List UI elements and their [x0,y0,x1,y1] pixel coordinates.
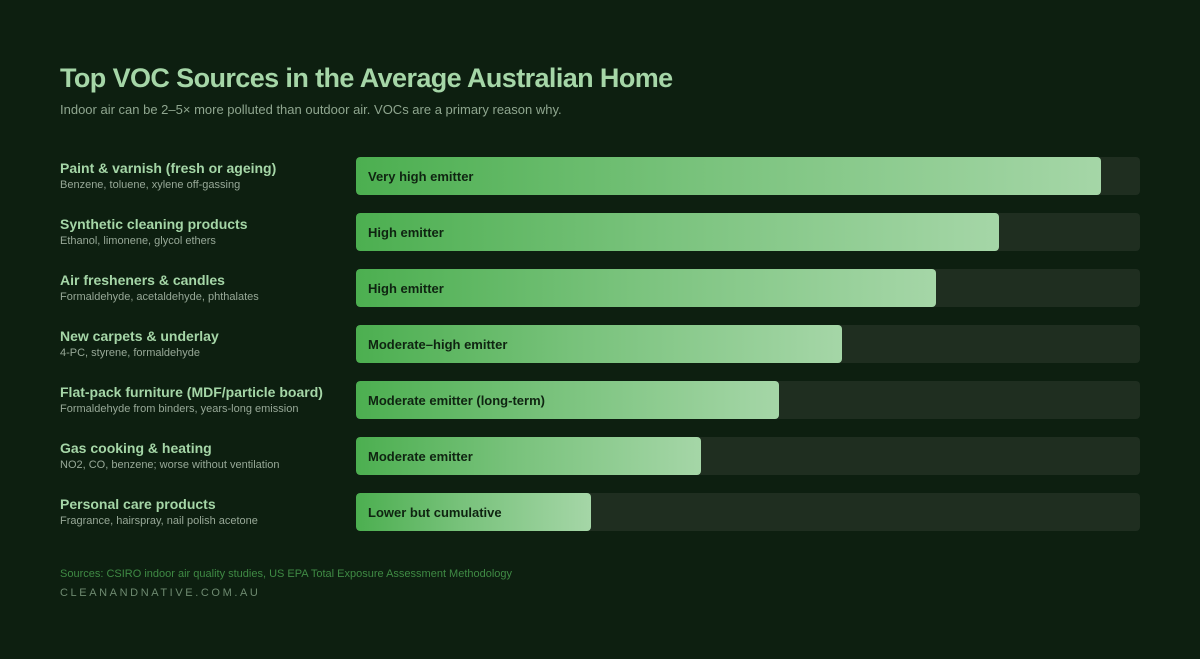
bar-fill: Moderate–high emitter [356,325,843,363]
bar-chart: Paint & varnish (fresh or ageing) Benzen… [60,157,1140,549]
bar-track: High emitter [356,213,1140,251]
bar-fill: Lower but cumulative [356,493,592,531]
bar-track: Moderate emitter [356,437,1140,475]
row-label: Paint & varnish (fresh or ageing) Benzen… [60,160,356,192]
source-detail: NO2, CO, benzene; worse without ventilat… [60,459,280,471]
source-detail: Ethanol, limonene, glycol ethers [60,235,216,247]
source-name: New carpets & underlay [60,328,219,344]
chart-row: New carpets & underlay 4-PC, styrene, fo… [60,325,1140,363]
bar-label: Moderate emitter [368,448,473,464]
row-label: Flat-pack furniture (MDF/particle board)… [60,384,356,416]
bar-track: Lower but cumulative [356,493,1140,531]
brand-url: CLEANANDNATIVE.COM.AU [60,587,261,599]
source-name: Flat-pack furniture (MDF/particle board) [60,384,323,400]
row-label: Personal care products Fragrance, hairsp… [60,496,356,528]
bar-track: Moderate emitter (long-term) [356,381,1140,419]
bar-label: Lower but cumulative [368,504,502,520]
bar-label: Very high emitter [368,168,474,184]
bar-fill: Moderate emitter (long-term) [356,381,780,419]
bar-label: High emitter [368,280,444,296]
chart-row: Gas cooking & heating NO2, CO, benzene; … [60,437,1140,475]
source-detail: Fragrance, hairspray, nail polish aceton… [60,515,258,527]
bar-label: High emitter [368,224,444,240]
bar-track: Moderate–high emitter [356,325,1140,363]
row-label: Air fresheners & candles Formaldehyde, a… [60,272,356,304]
chart-row: Paint & varnish (fresh or ageing) Benzen… [60,157,1140,195]
bar-label: Moderate–high emitter [368,336,508,352]
bar-fill: High emitter [356,213,999,251]
chart-row: Personal care products Fragrance, hairsp… [60,493,1140,531]
bar-track: High emitter [356,269,1140,307]
source-name: Gas cooking & heating [60,440,212,456]
bar-label: Moderate emitter (long-term) [368,392,545,408]
row-label: Gas cooking & heating NO2, CO, benzene; … [60,440,356,472]
bar-fill: Very high emitter [356,157,1101,195]
bar-fill: High emitter [356,269,937,307]
source-name: Air fresheners & candles [60,272,225,288]
chart-row: Flat-pack furniture (MDF/particle board)… [60,381,1140,419]
source-name: Paint & varnish (fresh or ageing) [60,160,277,176]
source-detail: Benzene, toluene, xylene off-gassing [60,179,241,191]
source-detail: 4-PC, styrene, formaldehyde [60,347,201,359]
bar-fill: Moderate emitter [356,437,701,475]
source-name: Personal care products [60,496,216,512]
source-detail: Formaldehyde from binders, years-long em… [60,403,299,415]
chart-row: Air fresheners & candles Formaldehyde, a… [60,269,1140,307]
row-label: New carpets & underlay 4-PC, styrene, fo… [60,328,356,360]
page-subtitle: Indoor air can be 2–5× more polluted tha… [60,102,562,117]
source-detail: Formaldehyde, acetaldehyde, phthalates [60,291,259,303]
page-title: Top VOC Sources in the Average Australia… [60,63,673,93]
row-label: Synthetic cleaning products Ethanol, lim… [60,216,356,248]
bar-track: Very high emitter [356,157,1140,195]
sources-note: Sources: CSIRO indoor air quality studie… [60,568,513,580]
source-name: Synthetic cleaning products [60,216,248,232]
chart-row: Synthetic cleaning products Ethanol, lim… [60,213,1140,251]
